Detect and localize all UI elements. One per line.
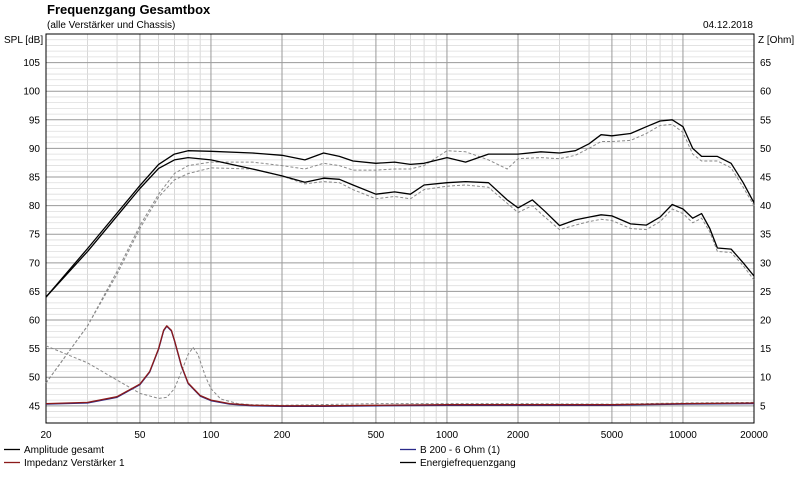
series-energiefrequenzgang	[45, 119, 755, 298]
y-left-tick-label: 105	[23, 58, 40, 69]
y-right-tick-label: 30	[760, 258, 772, 269]
y-right-tick-label: 35	[760, 230, 772, 241]
legend-label: Energiefrequenzgang	[420, 458, 516, 469]
y-left-axis-label: SPL [dB]	[4, 35, 43, 46]
y-right-tick-label: 15	[760, 344, 772, 355]
y-left-tick-label: 70	[29, 258, 41, 269]
y-left-tick-label: 55	[29, 344, 41, 355]
y-left-tick-label: 75	[29, 230, 41, 241]
x-tick-label: 2000	[507, 430, 530, 441]
y-left-tick-label: 90	[29, 144, 41, 155]
y-right-tick-label: 60	[760, 87, 772, 98]
y-left-tick-label: 50	[29, 373, 41, 384]
y-left-tick-label: 95	[29, 115, 41, 126]
y-left-tick-label: 80	[29, 201, 41, 212]
legend: Amplitude gesamt Impedanz Verstärker 1 B 2…	[4, 445, 516, 469]
y-left-tick-label: 60	[29, 316, 41, 327]
legend-label: Amplitude gesamt	[24, 445, 104, 456]
y-right-tick-label: 50	[760, 144, 772, 155]
plot-frame	[45, 33, 755, 424]
x-tick-label: 500	[368, 430, 385, 441]
chart-date: 04.12.2018	[703, 20, 753, 31]
y-right-tick-label: 10	[760, 373, 772, 384]
y-right-tick-label: 20	[760, 316, 772, 327]
x-tick-label: 20	[40, 430, 52, 441]
y-right-tick-label: 5	[760, 401, 766, 412]
y-right-tick-labels: 5 10 15 20 25 30 35 40 45 50 55 60 65	[760, 58, 772, 412]
series-impedanz-verst-rker-1	[45, 325, 755, 407]
x-tick-labels: 20 50 100 200 500 1000 2000 5000 10000 20000	[40, 430, 768, 441]
chart-subtitle: (alle Verstärker und Chassis)	[47, 20, 175, 31]
y-left-tick-label: 45	[29, 401, 41, 412]
x-tick-label: 10000	[669, 430, 697, 441]
x-tick-label: 100	[203, 430, 220, 441]
chart-title: Frequenzgang Gesamtbox	[47, 2, 211, 17]
x-tick-label: 1000	[436, 430, 459, 441]
x-tick-label: 5000	[601, 430, 624, 441]
y-left-tick-label: 100	[23, 87, 40, 98]
series-amplitude-gesamt	[45, 156, 755, 298]
y-right-tick-label: 65	[760, 58, 772, 69]
y-left-tick-label: 65	[29, 287, 41, 298]
legend-label: B 200 - 6 Ohm (1)	[420, 445, 500, 456]
x-tick-label: 20000	[740, 430, 768, 441]
x-tick-label: 50	[134, 430, 146, 441]
legend-label: Impedanz Verstärker 1	[24, 458, 125, 469]
series-unlabeled-dashed	[45, 167, 755, 384]
y-right-axis-label: Z [Ohm]	[758, 35, 794, 46]
minor-gridlines	[46, 34, 754, 424]
y-right-tick-label: 40	[760, 201, 772, 212]
x-tick-label: 200	[274, 430, 291, 441]
y-left-tick-label: 85	[29, 173, 41, 184]
series-unlabeled-dashed	[45, 123, 755, 384]
y-right-tick-label: 45	[760, 173, 772, 184]
y-left-tick-labels: 45 50 55 60 65 70 75 80 85 90 95 100 105	[23, 58, 40, 412]
data-series	[45, 119, 755, 408]
series-unlabeled-dashed	[45, 345, 755, 406]
y-right-tick-label: 25	[760, 287, 772, 298]
y-right-tick-label: 55	[760, 115, 772, 126]
